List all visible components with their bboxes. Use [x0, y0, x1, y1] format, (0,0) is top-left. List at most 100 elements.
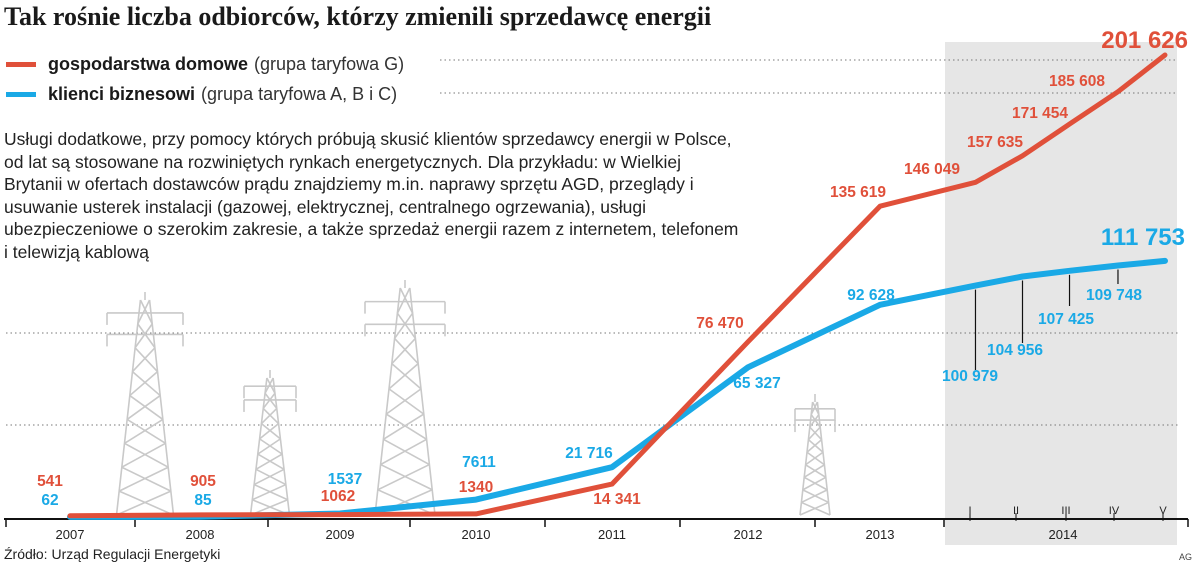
- business-data-label: 1537: [328, 471, 362, 488]
- business-data-label: 85: [194, 492, 212, 509]
- business-data-label: 62: [41, 492, 58, 509]
- legend-households: gospodarstwa domowe (grupa taryfowa G): [6, 52, 404, 76]
- business-label-leaders: [974, 269, 1119, 370]
- pylon-brace: [801, 489, 828, 504]
- pylon-brace: [260, 407, 278, 425]
- business-data-label: 107 425: [1038, 311, 1094, 328]
- pylon-icon: [364, 280, 446, 516]
- business-data-label: 65 327: [733, 375, 780, 392]
- pylon-icon: [243, 370, 297, 516]
- pylon-brace: [259, 438, 283, 455]
- pylon-brace: [396, 312, 417, 339]
- pylon-brace: [118, 490, 174, 516]
- pylon-brace: [137, 299, 151, 325]
- legend-business-swatch: [6, 91, 36, 97]
- pylon-brace: [807, 426, 821, 441]
- pylon-brace: [262, 407, 280, 425]
- quarter-tick-label: I: [968, 505, 971, 517]
- business-data-label: 109 748: [1086, 287, 1142, 304]
- year-tick-label: 2013: [866, 527, 895, 542]
- year-tick-label: 2009: [326, 527, 355, 542]
- gridlines: [6, 59, 1178, 426]
- pylon-brace: [809, 426, 823, 441]
- pylon-brace: [257, 453, 285, 471]
- pylon-leg: [374, 287, 401, 516]
- households-series-line: [67, 52, 1168, 519]
- pylon-brace: [121, 442, 166, 468]
- households-data-label: 157 635: [967, 134, 1023, 151]
- pylon-brace: [134, 347, 159, 373]
- year-tick-label: 2011: [598, 527, 626, 542]
- pylon-brace: [251, 483, 287, 501]
- households-data-label: 171 454: [1012, 105, 1068, 122]
- pylon-brace: [257, 438, 281, 455]
- chart-title: Tak rośnie liczba odbiorców, którzy zmie…: [4, 2, 712, 31]
- pylon-brace: [807, 439, 824, 453]
- pylon-brace: [126, 418, 166, 445]
- households-data-label: 905: [190, 473, 216, 490]
- year-tick-label: 2007: [56, 527, 85, 542]
- year-tick-label: 2010: [462, 527, 491, 542]
- pylon-brace: [806, 451, 825, 466]
- business-total-label: 111 753: [1101, 224, 1185, 251]
- households-data-label: 1062: [321, 488, 355, 505]
- pylon-brace: [260, 423, 281, 440]
- pylon-brace: [253, 468, 285, 486]
- pylon-brace: [380, 438, 427, 466]
- pylon-brace: [383, 438, 430, 466]
- pylon-brace: [396, 287, 411, 314]
- pylon-brace: [118, 466, 169, 492]
- quarter-tick-label: II: [1013, 505, 1019, 517]
- pylon-leg: [115, 299, 142, 516]
- pylon-brace: [126, 394, 161, 421]
- pylon-brace: [382, 413, 425, 441]
- legend-households-name: gospodarstwa domowe: [48, 53, 249, 74]
- quarter-tick-label: V: [1159, 505, 1167, 517]
- pylon-brace: [121, 466, 172, 492]
- pylon-brace: [264, 392, 278, 409]
- households-data-label: 135 619: [830, 184, 886, 201]
- pylon-brace: [255, 468, 287, 486]
- business-data-label: 92 628: [847, 287, 895, 304]
- pylon-leg: [409, 287, 436, 516]
- pylon-brace: [377, 463, 430, 491]
- pylon-brace: [385, 388, 422, 415]
- business-data-label: 7611: [462, 454, 496, 471]
- pylon-brace: [255, 453, 283, 471]
- pylon-illustrations: [106, 280, 836, 516]
- series-lines: [67, 52, 1168, 520]
- pylon-brace: [803, 464, 825, 479]
- households-total-label: 201 626: [1101, 27, 1188, 54]
- pylon-icon: [106, 292, 184, 516]
- pylon-brace: [124, 442, 169, 468]
- source-note: Źródło: Urząd Regulacji Energetyki: [4, 546, 221, 562]
- households-data-label: 1340: [459, 479, 493, 496]
- households-data-label: 541: [37, 473, 63, 490]
- legend-households-swatch: [6, 61, 36, 67]
- pylon-leg: [249, 377, 268, 516]
- pylon-brace: [806, 439, 823, 453]
- pylon-brace: [116, 490, 172, 516]
- author-credit: AG: [1178, 552, 1192, 562]
- pylon-brace: [391, 363, 422, 390]
- year-tick-label: 2008: [186, 527, 215, 542]
- description-text: Usługi dodatkowe, przy pomocy których pr…: [4, 129, 739, 262]
- quarter-tick-label: III: [1061, 505, 1070, 517]
- pylon-brace: [131, 371, 161, 397]
- pylon-brace: [385, 413, 428, 441]
- pylon-leg: [148, 299, 175, 516]
- pylon-brace: [377, 489, 436, 516]
- legend-business: klienci biznesowi (grupa taryfowa A, B i…: [6, 82, 397, 106]
- pylon-brace: [799, 501, 829, 516]
- households-data-label: 146 049: [904, 161, 960, 178]
- pylon-brace: [139, 299, 153, 325]
- pylon-brace: [380, 463, 433, 491]
- pylon-brace: [399, 287, 414, 314]
- pylon-brace: [262, 392, 276, 409]
- pylon-brace: [388, 363, 419, 390]
- pylon-brace: [802, 476, 827, 491]
- pylon-brace: [137, 323, 156, 349]
- pylon-brace: [259, 423, 280, 440]
- pylon-brace: [391, 337, 416, 365]
